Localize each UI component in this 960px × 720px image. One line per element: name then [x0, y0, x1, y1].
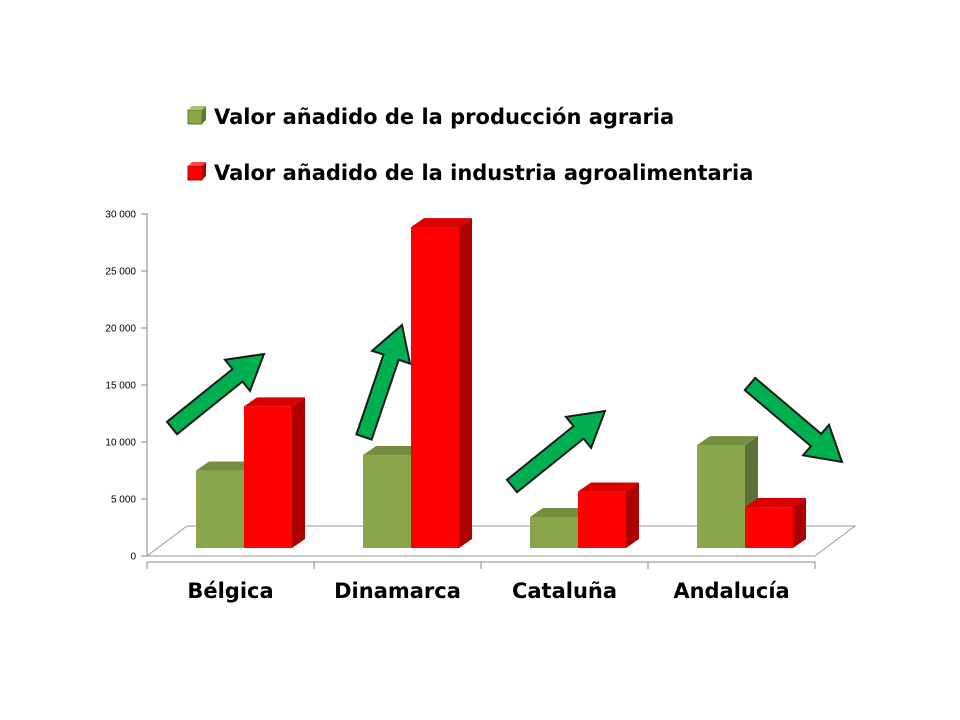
bar-top — [745, 498, 806, 508]
legend-swatch-agraria — [187, 109, 203, 125]
bar — [697, 436, 758, 548]
bar-front — [196, 470, 244, 548]
y-tick-labels: 0 5 000 10 000 15 000 20 000 25 000 30 000 — [105, 210, 147, 563]
bar-front — [745, 507, 793, 548]
y-tick-label: 20 000 — [105, 324, 136, 335]
bar — [411, 218, 472, 549]
floor — [145, 525, 857, 557]
chart-floor — [145, 525, 857, 557]
trend-arrow-up-icon — [355, 323, 412, 441]
y-tick-label: 15 000 — [105, 381, 136, 392]
legend-label-industria: Valor añadido de la industria agroalimen… — [214, 161, 753, 185]
bar — [578, 482, 639, 548]
bar-top — [578, 482, 639, 492]
bar-front — [578, 491, 626, 548]
x-tick-label: Cataluña — [512, 579, 617, 603]
trend-arrow-up-icon — [165, 352, 266, 436]
bar-side — [292, 397, 305, 548]
bar — [244, 397, 305, 548]
legend-item-industria: Valor añadido de la industria agroalimen… — [187, 161, 753, 185]
x-tick-labels: Bélgica Dinamarca Cataluña Andalucía — [187, 579, 789, 603]
bar-side — [793, 498, 806, 548]
legend-item-agraria: Valor añadido de la producción agraria — [187, 105, 674, 129]
bar-side — [459, 218, 472, 549]
x-tick-label: Bélgica — [187, 579, 273, 603]
y-tick-label: 30 000 — [105, 210, 136, 221]
y-tick-label: 0 — [130, 552, 136, 563]
bar-front — [244, 406, 292, 548]
bar-top — [697, 436, 758, 446]
trend-arrow-up-icon — [505, 409, 607, 494]
bar — [745, 498, 806, 548]
legend-swatch-agraria-side — [202, 106, 206, 124]
bar-side — [626, 482, 639, 548]
legend: Valor añadido de la producción agraria V… — [187, 105, 753, 185]
bar-front — [697, 445, 745, 548]
x-axis: Bélgica Dinamarca Cataluña Andalucía — [146, 561, 816, 603]
trend-arrow-down-icon — [743, 376, 844, 464]
bar-top — [530, 508, 591, 518]
trend-arrows — [165, 323, 844, 494]
bar-top — [411, 218, 472, 228]
legend-swatch-industria-side — [202, 162, 206, 180]
y-tick-label: 10 000 — [105, 438, 136, 449]
y-tick-label: 25 000 — [105, 267, 136, 278]
x-tick-label: Andalucía — [673, 579, 789, 603]
bar-front — [530, 517, 578, 548]
bar-top — [244, 397, 305, 407]
bars — [196, 218, 806, 549]
x-tick-label: Dinamarca — [334, 579, 461, 603]
legend-swatch-industria — [187, 165, 203, 181]
bar-front — [411, 227, 459, 549]
bar-top — [196, 461, 257, 471]
y-tick-label: 5 000 — [111, 495, 136, 506]
legend-swatch-industria-top — [188, 162, 206, 166]
x-tick-marks — [146, 562, 816, 569]
y-axis: 0 5 000 10 000 15 000 20 000 25 000 30 000 — [105, 210, 148, 563]
bar-top — [363, 446, 424, 456]
legend-label-agraria: Valor añadido de la producción agraria — [214, 105, 674, 129]
legend-swatch-agraria-top — [188, 106, 206, 110]
bar-front — [363, 455, 411, 548]
